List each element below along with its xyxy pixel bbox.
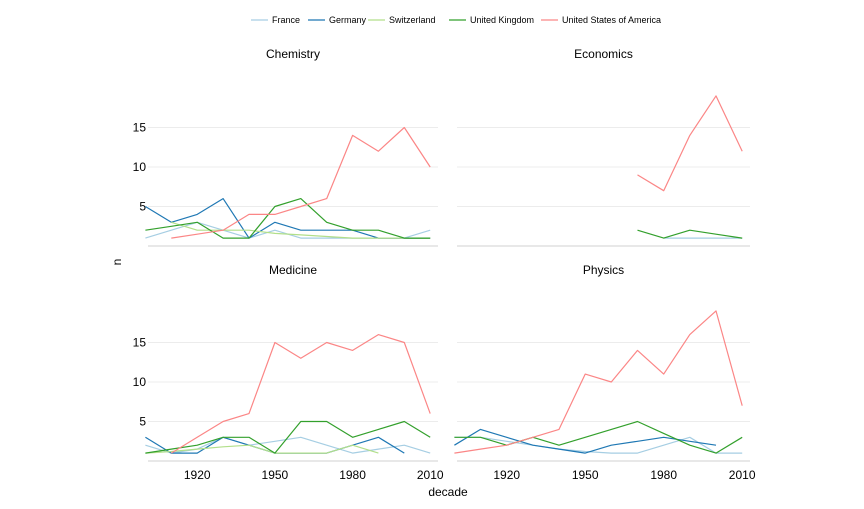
y-tick-label-0-2: 15 — [133, 121, 147, 135]
x-tick-label-2-3: 2010 — [417, 468, 444, 482]
y-tick-label-2-2: 15 — [133, 336, 147, 350]
legend-label-0: France — [272, 15, 300, 25]
panel-title-3: Physics — [583, 263, 624, 277]
series-line-1-1 — [637, 229, 743, 239]
series-line-0-2 — [171, 221, 431, 239]
series-line-3-1 — [454, 428, 717, 454]
x-tick-label-3-2: 1980 — [650, 468, 677, 482]
legend-label-2: Switzerland — [389, 15, 436, 25]
x-tick-label-3-0: 1920 — [493, 468, 520, 482]
y-tick-label-0-1: 10 — [133, 160, 147, 174]
x-tick-label-2-2: 1980 — [339, 468, 366, 482]
series-line-2-2 — [145, 444, 379, 454]
x-tick-label-3-1: 1950 — [572, 468, 599, 482]
y-tick-label-2-1: 10 — [133, 375, 147, 389]
series-line-3-0 — [454, 436, 743, 454]
series-line-0-4 — [171, 126, 431, 239]
y-tick-label-2-0: 5 — [139, 415, 146, 429]
series-line-2-3 — [145, 420, 431, 454]
x-tick-label-2-1: 1950 — [262, 468, 289, 482]
panel-title-0: Chemistry — [266, 47, 320, 61]
series-line-3-2 — [454, 420, 743, 454]
series-line-0-1 — [145, 198, 431, 239]
series-line-1-2 — [637, 95, 743, 192]
series-line-2-0 — [145, 436, 431, 454]
x-tick-label-2-0: 1920 — [184, 468, 211, 482]
legend-label-1: Germany — [329, 15, 367, 25]
y-tick-label-0-0: 5 — [139, 200, 146, 214]
panel-title-2: Medicine — [269, 263, 317, 277]
series-line-3-3 — [454, 310, 743, 454]
legend-label-3: United Kingdom — [470, 15, 534, 25]
series-line-2-4 — [170, 334, 431, 454]
y-axis-title: n — [110, 259, 124, 266]
panel-title-1: Economics — [574, 47, 633, 61]
series-line-0-3 — [145, 198, 431, 239]
x-axis-title: decade — [428, 485, 468, 499]
x-tick-label-3-3: 2010 — [729, 468, 756, 482]
legend-label-4: United States of America — [562, 15, 661, 25]
